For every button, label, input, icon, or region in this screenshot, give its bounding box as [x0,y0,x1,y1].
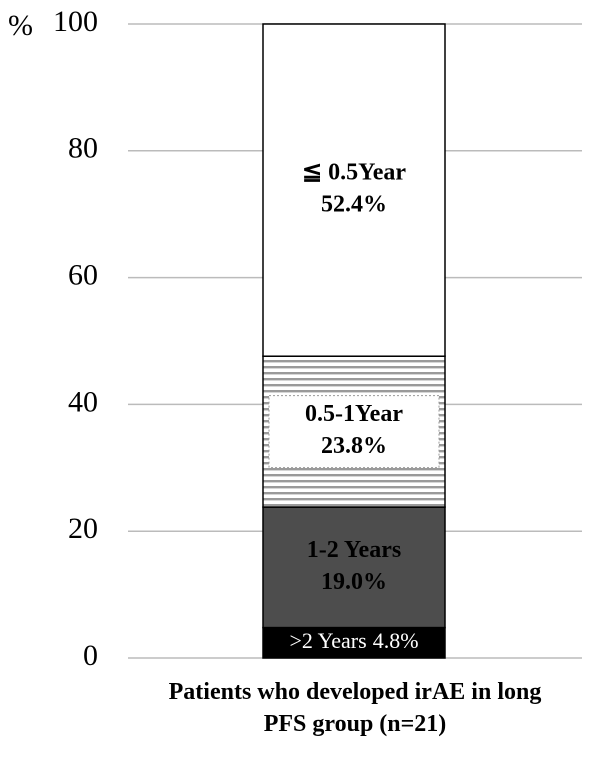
value-label: 52.4% [321,192,387,218]
bar-segment [262,23,446,357]
label-box [268,395,440,469]
data-label: >2 Years 4.8% [289,628,418,653]
value-label: 4.8% [373,628,419,653]
series-name: ≦ 0.5Year [302,160,406,186]
y-tick-label: 60 [68,258,98,291]
y-tick-label: 0 [83,639,98,672]
value-label: 19.0% [321,569,387,595]
series-name: 1-2 Years [307,537,401,563]
y-tick-label: 40 [68,385,98,418]
value-label: 23.8% [321,433,387,459]
y-tick-label: 80 [68,132,98,165]
y-axis-label: % [8,9,33,42]
chart: % 0 20 40 60 80 100 >2 Years 4.8% 1-2 Years 19.0%… [8,5,582,672]
y-tick-label: 20 [68,512,98,545]
y-tick-label: 100 [53,5,98,38]
bar-segment [262,506,446,629]
series-name: 0.5-1Year [305,401,403,427]
series-name: >2 Years [289,628,366,653]
x-tick-label: Patients who developed irAE in long PFS … [168,679,542,737]
